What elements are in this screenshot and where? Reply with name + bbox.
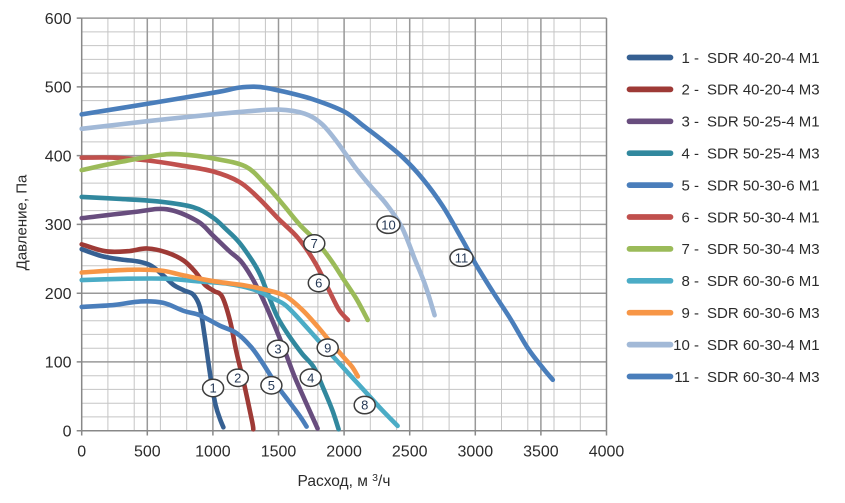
svg-text:SDR 60-30-6 M3: SDR 60-30-6 M3 [707,305,820,322]
svg-text:4 -: 4 - [681,146,699,163]
svg-text:SDR 50-25-4 M1: SDR 50-25-4 M1 [707,114,820,131]
svg-text:2000: 2000 [326,444,362,461]
svg-text:5 -: 5 - [681,177,699,194]
svg-text:6 -: 6 - [681,209,699,226]
svg-text:1000: 1000 [195,444,231,461]
svg-text:SDR 50-30-6 M1: SDR 50-30-6 M1 [707,177,820,194]
svg-text:6: 6 [315,276,322,291]
svg-text:2500: 2500 [392,444,428,461]
svg-text:1500: 1500 [261,444,297,461]
svg-text:9: 9 [324,340,331,355]
svg-text:300: 300 [45,217,72,234]
svg-text:9 -: 9 - [681,305,699,322]
svg-text:200: 200 [45,286,72,303]
svg-text:3 -: 3 - [681,114,699,131]
svg-text:Расход, м 3/ч: Расход, м 3/ч [298,472,391,490]
svg-text:5: 5 [268,378,275,393]
svg-text:Давление, Па: Давление, Па [14,174,31,270]
svg-text:8: 8 [361,398,368,413]
svg-text:SDR 50-30-4 M3: SDR 50-30-4 M3 [707,241,820,258]
svg-text:400: 400 [45,148,72,165]
svg-text:4: 4 [307,370,314,385]
svg-text:3500: 3500 [523,444,559,461]
svg-text:11: 11 [455,250,469,265]
svg-text:0: 0 [63,423,72,440]
svg-text:SDR 60-30-4 M1: SDR 60-30-4 M1 [707,337,820,354]
svg-text:600: 600 [45,11,72,28]
svg-text:7: 7 [311,236,318,251]
svg-text:10: 10 [381,217,395,232]
svg-text:SDR 60-30-4 M3: SDR 60-30-4 M3 [707,369,820,386]
svg-text:4000: 4000 [589,444,625,461]
svg-text:SDR 40-20-4 M1: SDR 40-20-4 M1 [707,50,820,67]
svg-text:10 -: 10 - [673,337,699,354]
svg-text:2: 2 [234,370,241,385]
svg-text:500: 500 [134,444,161,461]
svg-text:500: 500 [45,80,72,97]
svg-text:1: 1 [209,381,216,396]
svg-text:8 -: 8 - [681,273,699,290]
svg-text:11 -: 11 - [674,369,699,386]
svg-text:SDR 50-25-4 M3: SDR 50-25-4 M3 [707,146,820,163]
svg-text:0: 0 [77,444,86,461]
svg-text:3000: 3000 [458,444,494,461]
svg-text:1 -: 1 - [681,50,699,67]
svg-text:SDR 50-30-4 M1: SDR 50-30-4 M1 [707,209,820,226]
svg-text:3: 3 [274,342,281,357]
svg-text:7 -: 7 - [681,241,699,258]
svg-text:100: 100 [45,355,72,372]
svg-text:SDR 60-30-6 M1: SDR 60-30-6 M1 [707,273,820,290]
svg-text:2 -: 2 - [681,82,699,99]
svg-text:SDR 40-20-4 M3: SDR 40-20-4 M3 [707,82,820,99]
